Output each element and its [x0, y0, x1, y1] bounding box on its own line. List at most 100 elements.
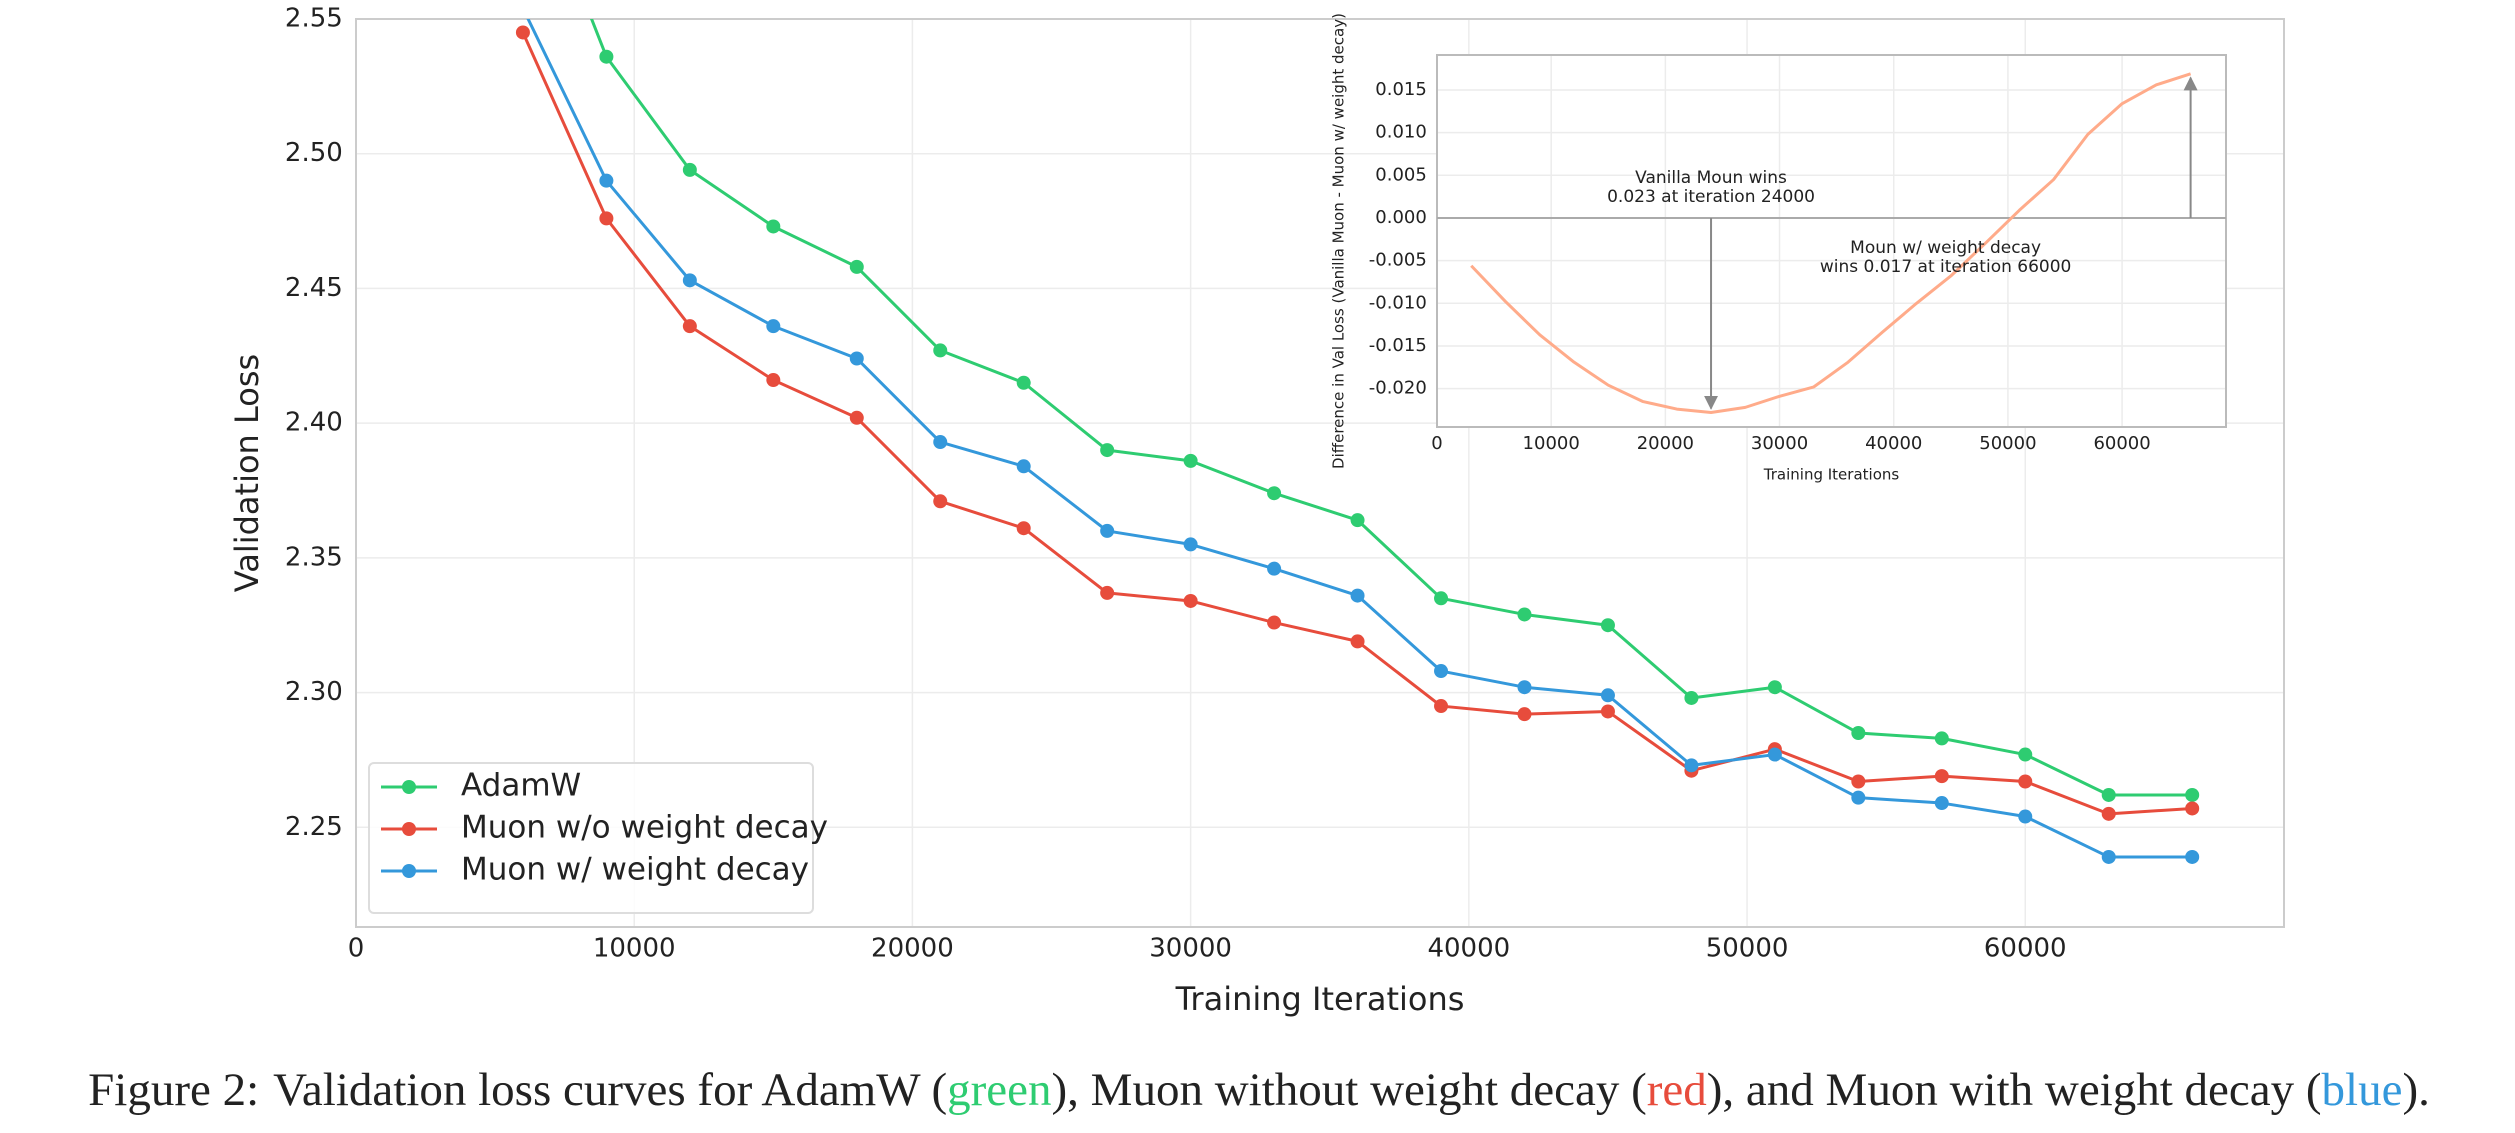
data-point	[766, 219, 781, 234]
caption-part: green	[947, 1064, 1051, 1116]
annotation-text: Vanilla Moun wins	[1635, 168, 1787, 188]
data-point	[1100, 443, 1115, 458]
data-point	[766, 373, 781, 388]
data-point	[1600, 618, 1615, 633]
data-point	[1684, 758, 1699, 773]
x-tick-label: 20000	[1637, 433, 1694, 454]
data-point	[2018, 747, 2033, 762]
x-tick-label: 30000	[1149, 934, 1232, 964]
y-axis-label: Validation Loss	[228, 354, 266, 592]
y-tick-label: -0.015	[1369, 335, 1427, 356]
data-point	[1767, 680, 1782, 695]
y-tick-label: 2.40	[285, 408, 343, 438]
data-point	[1267, 561, 1282, 576]
legend-label: AdamW	[461, 768, 581, 804]
data-point	[516, 1, 530, 15]
data-point	[599, 211, 614, 226]
y-tick-label: 2.45	[285, 273, 343, 303]
data-point	[933, 435, 948, 450]
x-tick-label: 10000	[1523, 433, 1580, 454]
y-tick-label: 2.35	[285, 542, 343, 572]
caption-part: red	[1647, 1064, 1707, 1116]
data-point	[1934, 731, 1949, 746]
data-point	[1600, 688, 1615, 703]
data-point	[1183, 593, 1198, 608]
legend-label: Muon w/ weight decay	[461, 852, 809, 888]
caption: Figure 2: Validation loss curves for Adam…	[88, 1064, 2430, 1116]
data-point	[1517, 707, 1532, 722]
x-axis-label: Training Iterations	[1763, 466, 1900, 484]
data-point	[1600, 704, 1615, 719]
data-point	[1350, 588, 1365, 603]
data-point	[599, 49, 614, 64]
data-point	[1851, 774, 1866, 789]
y-tick-label: 0.005	[1375, 164, 1427, 185]
caption-part: ), and Muon with weight decay (	[1707, 1064, 2322, 1116]
y-tick-label: 2.25	[285, 812, 343, 842]
data-point	[849, 410, 864, 425]
y-tick-label: 2.30	[285, 677, 343, 707]
x-tick-label: 40000	[1865, 433, 1922, 454]
x-tick-label: 0	[348, 934, 365, 964]
caption-part: blue	[2322, 1064, 2403, 1116]
plot-area	[1437, 55, 2226, 427]
annotation-text: wins 0.017 at iteration 66000	[1820, 257, 2072, 277]
data-point	[1016, 521, 1031, 536]
x-tick-label: 0	[1431, 433, 1442, 454]
series-line	[1470, 72, 2192, 414]
legend-marker	[402, 864, 416, 878]
x-tick-label: 20000	[871, 934, 954, 964]
x-tick-label: 40000	[1427, 934, 1510, 964]
data-point	[933, 343, 948, 358]
data-point	[2018, 774, 2033, 789]
caption-part: Validation loss curves for AdamW (	[273, 1064, 947, 1116]
y-tick-label: 2.55	[285, 4, 343, 34]
y-tick-label: -0.020	[1369, 378, 1427, 399]
data-point	[1934, 769, 1949, 784]
legend-marker	[402, 780, 416, 794]
data-point	[1684, 690, 1699, 705]
data-point	[1434, 664, 1449, 679]
x-axis-label: Training Iterations	[1175, 980, 1465, 1018]
data-point	[1267, 615, 1282, 630]
data-point	[1434, 699, 1449, 714]
data-point	[599, 173, 614, 188]
data-point	[1016, 459, 1031, 474]
y-axis-label: Difference in Val Loss (Vanilla Muon - M…	[1330, 13, 1348, 469]
data-point	[2101, 806, 2116, 821]
data-point	[682, 273, 697, 288]
y-tick-label: -0.010	[1369, 292, 1427, 313]
axes-frame	[355, 18, 2285, 928]
data-point	[1267, 486, 1282, 501]
data-point	[2185, 787, 2200, 802]
data-point	[682, 162, 697, 177]
x-tick-label: 10000	[593, 934, 676, 964]
axes-frame	[1436, 54, 2227, 428]
data-point	[1851, 790, 1866, 805]
data-point	[933, 494, 948, 509]
data-point	[849, 259, 864, 274]
plot-content	[515, 1, 2200, 864]
axes: -0.020 -0.015 -0.010 -0.005 0.000 0.005 0.010 0…	[1330, 13, 2227, 484]
x-tick-label: 60000	[1984, 934, 2067, 964]
data-point	[1100, 523, 1115, 538]
legend-marker	[402, 822, 416, 836]
data-point	[1183, 537, 1198, 552]
data-point	[1434, 591, 1449, 606]
data-point	[2101, 849, 2116, 864]
legend-label: Muon w/o weight decay	[461, 810, 828, 846]
annotation-text: 0.023 at iteration 24000	[1607, 187, 1815, 207]
data-point	[1517, 680, 1532, 695]
data-point	[2185, 849, 2200, 864]
data-point	[1517, 607, 1532, 622]
caption-part: Figure 2:	[88, 1064, 259, 1116]
data-point	[1350, 634, 1365, 649]
caption-part: ).	[2402, 1064, 2429, 1116]
x-tick-label: 50000	[1979, 433, 2036, 454]
data-point	[1934, 796, 1949, 811]
y-tick-label: 0.000	[1375, 207, 1427, 228]
legend: AdamW Muon w/o weight decay Muon w/ weight…	[368, 762, 828, 914]
data-point	[1767, 747, 1782, 762]
